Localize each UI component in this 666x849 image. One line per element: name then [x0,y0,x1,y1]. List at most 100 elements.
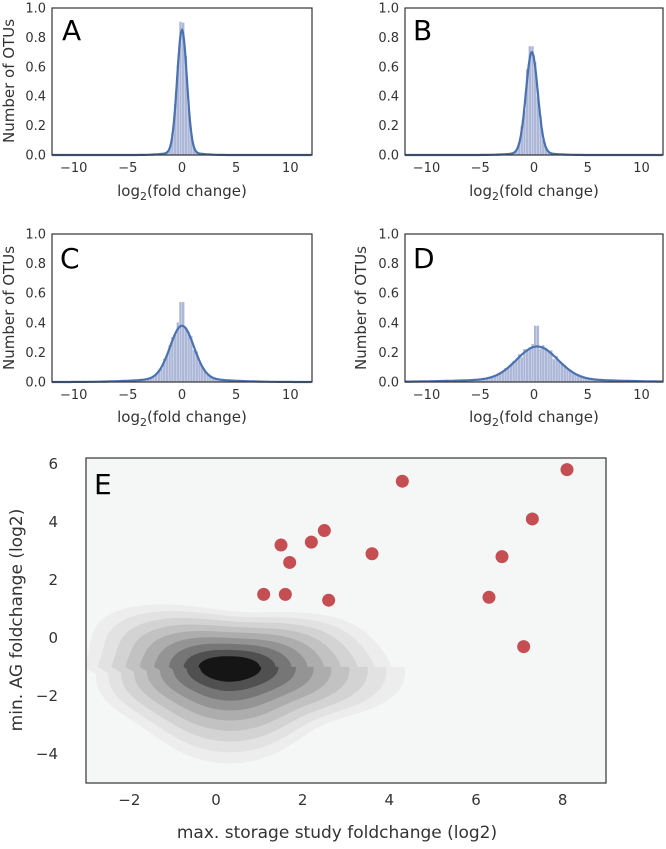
histogram-bar [545,348,547,382]
y-tick-label: −4 [36,745,58,763]
y-tick-label: 0.6 [25,60,46,75]
histogram-bar [521,357,523,382]
scatter-point [366,547,379,560]
x-tick-label: −10 [413,388,440,403]
y-tick-label: 0.6 [378,287,399,302]
histogram-bar [507,368,509,382]
y-axis-label-d: Number of OTUs [352,246,370,370]
histogram-bar [187,332,189,382]
scatter-point [305,536,318,549]
panel-letter-b: B [413,14,432,47]
histogram-bar [537,326,539,382]
histogram-bar [185,328,187,382]
scatter-point [279,588,292,601]
histogram-bar [558,361,560,382]
x-axis-label-a: log2(fold change) [117,182,247,203]
x-tick-label: −5 [471,388,490,403]
x-tick-label: 10 [633,388,650,403]
histogram-bar [174,335,176,382]
y-tick-label: 0.0 [25,149,46,164]
x-tick-label: −5 [471,161,490,176]
scatter-point [517,640,530,653]
x-tick-label: 0 [530,388,538,403]
kde-curve-b [405,52,663,155]
scatter-point [496,550,509,563]
y-tick-label: 6 [48,455,58,473]
scatter-point [318,524,331,537]
y-tick-label: 0.8 [25,257,46,272]
x-axis-label-b: log2(fold change) [469,182,599,203]
histogram-bar [572,373,574,382]
x-tick-label: 0 [178,161,186,176]
x-tick-label: 0 [178,388,186,403]
scatter-point [283,556,296,569]
x-tick-label: 5 [584,388,592,403]
y-tick-label: 0.0 [25,376,46,391]
y-tick-label: 0.6 [378,60,399,75]
x-tick-label: −10 [60,161,87,176]
histogram-bar [531,344,533,382]
histogram-bar [539,349,541,382]
y-tick-label: 0 [48,629,58,647]
x-tick-label: 8 [558,791,568,809]
y-tick-label: 1.0 [25,2,46,17]
y-tick-label: 1.0 [378,2,399,17]
histogram-bar [542,345,544,382]
y-tick-label: 0.2 [378,346,399,361]
x-tick-label: 0 [211,791,221,809]
panel-letter-c: C [60,242,80,275]
y-tick-label: 0.8 [25,31,46,46]
x-tick-label: 4 [385,791,395,809]
scatter-point [257,588,270,601]
scatter-point [561,463,574,476]
y-tick-label: 0.0 [378,149,399,164]
y-tick-label: −2 [36,687,58,705]
panel-letter-d: D [413,242,435,275]
histogram-bar [534,326,536,382]
x-tick-label: 0 [530,161,538,176]
x-tick-label: 5 [584,161,592,176]
kde-curve-a [52,30,312,155]
x-tick-label: 10 [282,388,299,403]
x-axis-label-e: max. storage study foldchange (log2) [177,823,497,843]
histogram-bar [553,359,555,382]
x-axis-label-c: log2(fold change) [117,408,247,429]
y-tick-label: 4 [48,513,58,531]
histogram-bar [547,351,549,382]
scatter-point [483,591,496,604]
histogram-bar [179,302,181,382]
histogram-bar [566,369,568,382]
histogram-bar [515,360,517,382]
y-axis-label-a: Number of OTUs [0,19,18,143]
histogram-bar [193,350,195,382]
histogram-bar [526,350,528,382]
y-axis-label-e: min. AG foldchange (log2) [7,509,27,732]
histogram-bar [182,302,184,382]
y-tick-label: 2 [48,571,58,589]
y-tick-label: 0.4 [378,90,399,105]
scatter-point [275,539,288,552]
y-axis-label-c: Number of OTUs [0,246,18,370]
histogram-bar [502,372,504,382]
x-tick-label: 5 [232,161,240,176]
histogram-bar [531,46,533,155]
y-tick-label: 0.0 [378,376,399,391]
y-tick-label: 0.8 [378,257,399,272]
scatter-point [322,594,335,607]
x-tick-label: −10 [60,388,87,403]
y-tick-label: 0.6 [25,287,46,302]
y-tick-label: 0.4 [25,316,46,331]
y-tick-label: 1.0 [25,228,46,243]
x-tick-label: −5 [118,161,137,176]
x-tick-label: 5 [232,388,240,403]
scatter-point [526,512,539,525]
kde-curve-c [52,326,312,382]
x-tick-label: −5 [118,388,137,403]
x-tick-label: 6 [471,791,481,809]
kde-curve-d [405,347,663,382]
